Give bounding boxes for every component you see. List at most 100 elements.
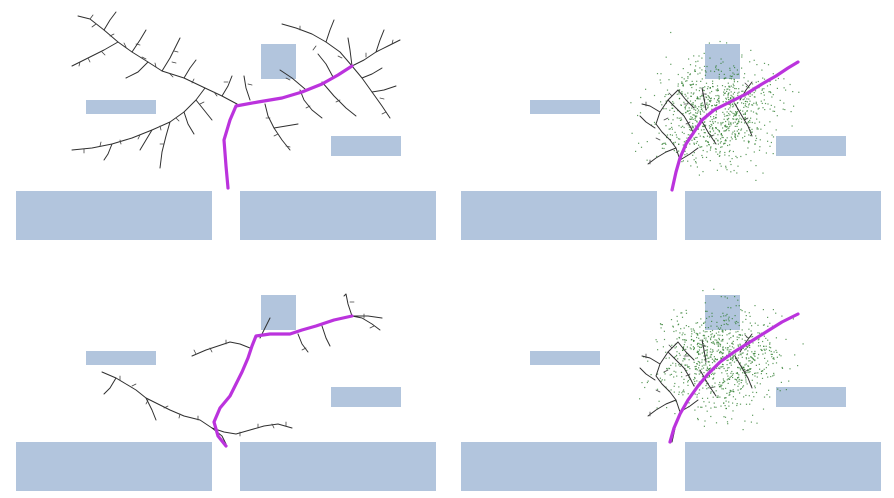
- sample-point: [762, 324, 765, 326]
- sample-point: [735, 111, 737, 113]
- sample-point: [694, 138, 696, 140]
- sample-point: [696, 343, 698, 346]
- sample-point: [682, 160, 684, 162]
- sample-point: [687, 77, 689, 79]
- sample-point: [738, 354, 740, 356]
- sample-point: [640, 146, 643, 148]
- sample-point: [699, 339, 701, 341]
- sample-point: [704, 74, 706, 76]
- sample-point: [692, 328, 694, 330]
- sample-point: [747, 370, 749, 372]
- sample-point: [705, 405, 707, 407]
- sample-point: [748, 98, 750, 100]
- sample-point: [694, 118, 696, 120]
- sample-point: [683, 132, 685, 135]
- sample-point: [718, 331, 720, 333]
- sample-point: [720, 316, 722, 318]
- sample-point: [773, 110, 776, 112]
- sample-point: [742, 386, 744, 388]
- sample-point: [705, 358, 707, 360]
- sample-point: [748, 104, 750, 106]
- sample-point: [728, 123, 730, 125]
- sample-point: [679, 354, 681, 356]
- sample-point: [695, 357, 697, 359]
- sample-point: [771, 356, 773, 358]
- sample-point: [697, 334, 699, 336]
- sample-point: [694, 380, 696, 383]
- sample-point: [717, 140, 719, 142]
- sample-point: [757, 372, 759, 374]
- sample-point: [710, 99, 712, 101]
- sample-point: [731, 111, 733, 113]
- sample-point: [656, 388, 659, 390]
- sample-point: [765, 345, 767, 347]
- sample-point: [750, 110, 752, 112]
- sample-point: [753, 102, 755, 104]
- sample-point: [728, 127, 730, 129]
- sample-point: [749, 403, 751, 405]
- sample-point: [780, 381, 782, 383]
- sample-point: [727, 378, 729, 380]
- sample-point: [751, 325, 753, 327]
- sample-point: [733, 101, 735, 103]
- sample-point: [717, 334, 719, 336]
- sample-point: [711, 124, 713, 126]
- sample-point: [653, 94, 656, 97]
- sample-point: [665, 108, 667, 110]
- sample-point: [706, 145, 708, 147]
- sample-point: [745, 315, 747, 317]
- sample-point: [665, 351, 667, 353]
- sample-point: [673, 110, 675, 112]
- sample-point: [730, 78, 733, 80]
- sample-point: [682, 347, 684, 349]
- sample-point: [737, 373, 739, 375]
- sample-point: [783, 102, 785, 104]
- sample-point: [747, 80, 749, 82]
- sample-point: [687, 380, 689, 382]
- sample-point: [689, 347, 691, 349]
- sample-point: [781, 366, 783, 369]
- sample-point: [716, 99, 719, 101]
- sample-point: [728, 320, 730, 322]
- sample-point: [638, 142, 640, 144]
- sample-point: [757, 332, 759, 334]
- sample-point: [720, 324, 722, 327]
- sample-point: [746, 346, 748, 348]
- sample-point: [689, 73, 691, 75]
- sample-point: [689, 143, 691, 145]
- sample-point: [757, 80, 759, 83]
- sample-point: [710, 116, 712, 118]
- sample-point: [726, 334, 728, 336]
- sample-point: [740, 388, 742, 390]
- sample-point: [794, 354, 796, 356]
- sample-point: [749, 95, 751, 97]
- sample-point: [706, 355, 708, 357]
- sample-point: [680, 328, 682, 330]
- sample-point: [716, 343, 718, 345]
- sample-point: [739, 117, 741, 119]
- sample-point: [705, 96, 707, 98]
- sample-point: [672, 107, 674, 109]
- sample-point: [702, 136, 704, 138]
- solution-path: [670, 60, 800, 192]
- sample-point: [724, 296, 726, 298]
- sample-point: [712, 378, 714, 380]
- sample-point: [699, 326, 701, 328]
- sample-point: [696, 80, 698, 82]
- sample-point: [693, 329, 695, 331]
- sample-point: [670, 389, 672, 391]
- sample-point: [740, 382, 742, 384]
- obstacle-left-bar: [530, 351, 600, 365]
- sample-point: [734, 121, 736, 123]
- sample-point: [746, 110, 748, 112]
- sample-point: [737, 377, 739, 379]
- sample-point: [722, 382, 724, 384]
- sample-point: [762, 172, 764, 174]
- sample-point: [673, 370, 675, 372]
- sample-point: [714, 386, 716, 388]
- sample-point: [694, 100, 696, 102]
- sample-point: [672, 119, 674, 121]
- sample-point: [751, 361, 753, 363]
- sample-point: [725, 400, 727, 402]
- sample-point: [678, 117, 680, 119]
